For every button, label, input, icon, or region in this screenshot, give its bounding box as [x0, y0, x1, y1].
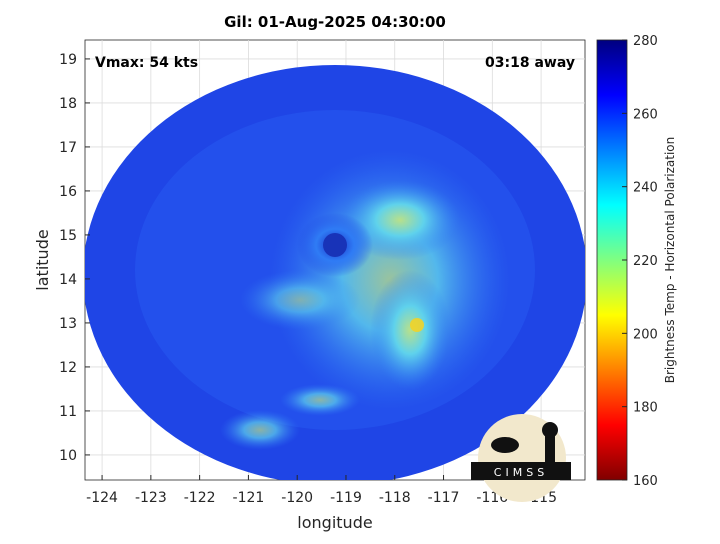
- y-tick-label: 15: [59, 228, 77, 244]
- logo-text: CIMSS: [494, 466, 548, 479]
- y-axis-label: latitude: [33, 229, 52, 290]
- colorbar-tick-label: 180: [633, 401, 658, 416]
- x-tick-label: -122: [184, 490, 216, 506]
- x-tick-label: -118: [379, 490, 411, 506]
- x-tick-label: -123: [135, 490, 167, 506]
- colorbar-tick-label: 160: [633, 474, 658, 489]
- colorbar-tick-label: 200: [633, 327, 658, 342]
- colorbar-label: Brightness Temp - Horizontal Polarizatio…: [663, 137, 677, 384]
- y-tick-label: 13: [59, 316, 77, 332]
- x-tick-label: -117: [428, 490, 460, 506]
- colorbar-tick-label: 240: [633, 181, 658, 196]
- y-tick-label: 19: [59, 52, 77, 68]
- x-axis-label: longitude: [297, 513, 372, 532]
- y-tick-label: 10: [59, 448, 77, 464]
- y-tick-label: 14: [59, 272, 77, 288]
- y-tick-label: 12: [59, 360, 77, 376]
- satellite-image: [85, 65, 585, 480]
- colorbar-tick-label: 220: [633, 254, 658, 269]
- y-tick-label: 17: [59, 140, 77, 156]
- colorbar-tick-label: 260: [633, 107, 658, 122]
- colorbar-tick-label: 280: [633, 34, 658, 49]
- y-tick-label: 16: [59, 184, 77, 200]
- x-tick-label: -121: [233, 490, 265, 506]
- y-tick-label: 11: [59, 404, 77, 420]
- annotation: 03:18 away: [485, 55, 575, 71]
- x-tick-label: -124: [86, 490, 118, 506]
- y-tick-label: 18: [59, 96, 77, 112]
- x-tick-label: -120: [281, 490, 313, 506]
- chart-title: Gil: 01-Aug-2025 04:30:00: [224, 13, 446, 31]
- logo: CIMSS: [471, 414, 571, 502]
- annotation: Vmax: 54 kts: [95, 55, 198, 71]
- x-tick-label: -119: [330, 490, 362, 506]
